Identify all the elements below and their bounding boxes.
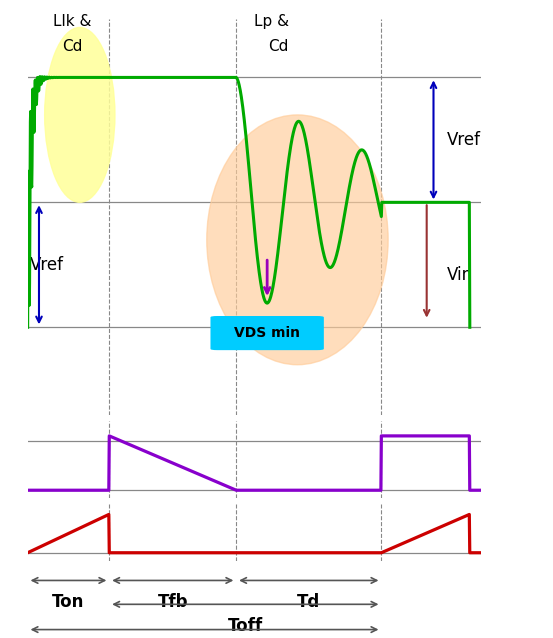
- Text: Td: Td: [297, 593, 320, 611]
- Text: Vin: Vin: [447, 266, 473, 284]
- Text: Vref: Vref: [447, 131, 481, 149]
- FancyBboxPatch shape: [211, 316, 324, 350]
- Text: Ton: Ton: [53, 593, 85, 611]
- Ellipse shape: [207, 115, 388, 365]
- Text: Tfb: Tfb: [158, 593, 188, 611]
- Text: Cd: Cd: [268, 39, 288, 54]
- Ellipse shape: [45, 27, 115, 202]
- Text: Vref: Vref: [30, 256, 64, 274]
- Text: Llk &: Llk &: [53, 14, 91, 29]
- Text: T: T: [199, 637, 210, 638]
- Text: VDS min: VDS min: [234, 326, 300, 340]
- Text: Lp &: Lp &: [254, 14, 290, 29]
- Text: Cd: Cd: [62, 39, 82, 54]
- Text: Toff: Toff: [228, 617, 263, 635]
